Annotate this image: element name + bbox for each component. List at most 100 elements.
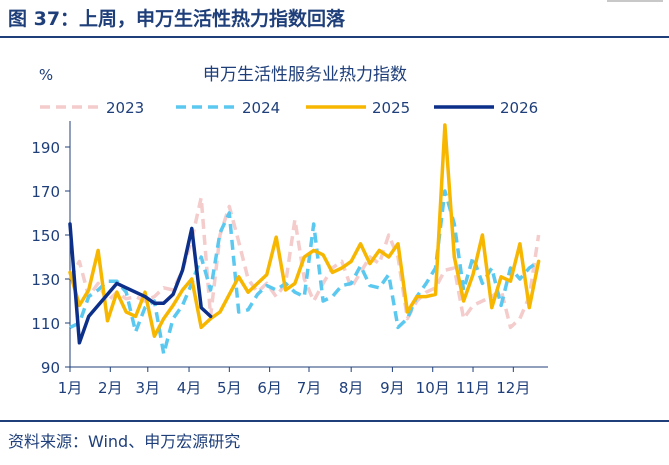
data-point-2025 [153,335,156,338]
data-point-2025 [228,293,231,296]
y-axis-unit: % [39,66,53,84]
data-point-2024 [509,267,512,270]
data-point-2023 [509,326,512,329]
data-point-2025 [518,242,521,245]
data-point-2026 [144,295,147,298]
data-point-2023 [518,317,521,320]
data-point-2023 [425,291,428,294]
data-point-2023 [125,297,128,300]
figure-title: 图 37：上周，申万生活性热力指数回落 [8,8,346,30]
data-point-2025 [69,271,72,274]
y-tick-label: 150 [31,227,60,245]
data-point-2023 [294,218,297,221]
legend-label-2023: 2023 [106,99,144,117]
data-point-2025 [378,249,381,252]
data-point-2025 [415,295,418,298]
data-point-2026 [153,302,156,305]
data-point-2023 [481,300,484,303]
data-point-2025 [162,317,165,320]
data-point-2023 [228,205,231,208]
data-point-2024 [303,295,306,298]
data-point-2024 [350,282,353,285]
series-line-2023 [68,195,541,330]
data-point-2024 [294,291,297,294]
x-tick-label: 4月 [177,379,202,397]
data-point-2023 [312,300,315,303]
data-point-2024 [275,289,278,292]
data-point-2025 [265,273,268,276]
data-point-2026 [125,286,128,289]
data-point-2024 [134,330,137,333]
header-corner-rule [607,0,663,2]
data-point-2024 [518,278,521,281]
legend-label-2026: 2026 [500,99,538,117]
data-point-2024 [87,295,90,298]
data-point-2024 [472,256,475,259]
data-point-2026 [190,227,193,230]
y-tick-label: 190 [31,139,60,157]
data-point-2024 [444,190,447,193]
x-tick-label: 6月 [257,379,282,397]
chart-title: 申万生活性服务业热力指数 [203,65,407,85]
data-point-2025 [115,291,118,294]
data-point-2025 [256,282,259,285]
data-point-2024 [247,308,250,311]
series-2026 [68,222,213,345]
x-tick-label: 3月 [136,379,161,397]
data-point-2025 [340,267,343,270]
y-tick-label: 130 [31,271,60,289]
data-point-2025 [106,319,109,322]
data-point-2024 [397,326,400,329]
data-point-2024 [172,317,175,320]
data-point-2025 [359,242,362,245]
series-2023 [68,195,541,330]
data-point-2024 [322,300,325,303]
data-point-2024 [528,267,531,270]
data-point-2023 [387,234,390,237]
series-layer [68,123,541,356]
x-tick-label: 10月 [416,379,450,397]
data-point-2026 [172,293,175,296]
data-point-2024 [359,264,362,267]
data-point-2026 [97,304,100,307]
data-point-2025 [144,291,147,294]
series-line-2026 [68,222,213,345]
data-point-2025 [190,278,193,281]
data-point-2025 [181,289,184,292]
data-point-2024 [144,306,147,309]
data-point-2026 [181,269,184,272]
data-point-2025 [294,282,297,285]
x-tick-label: 12月 [496,379,530,397]
data-point-2025 [97,249,100,252]
data-point-2024 [500,304,503,307]
x-tick-label: 1月 [58,379,83,397]
data-point-2024 [97,289,100,292]
y-tick-label: 90 [41,359,60,377]
x-tick-label: 8月 [339,379,364,397]
data-point-2025 [462,300,465,303]
data-point-2024 [387,273,390,276]
data-point-2025 [444,124,447,127]
series-line-2024 [69,189,540,356]
data-point-2025 [322,253,325,256]
data-point-2025 [500,275,503,278]
data-point-2025 [434,293,437,296]
data-point-2026 [200,306,203,309]
data-point-2025 [369,262,372,265]
data-point-2023 [134,295,137,298]
x-tick-label: 11月 [456,379,490,397]
data-point-2023 [275,295,278,298]
x-tick-label: 2月 [98,379,123,397]
data-point-2025 [406,311,409,314]
data-point-2023 [462,317,465,320]
data-point-2024 [106,280,109,283]
data-point-2026 [209,315,212,318]
data-point-2023 [472,304,475,307]
data-point-2026 [162,302,165,305]
data-point-2024 [181,304,184,307]
data-point-2024 [69,326,72,329]
x-tick-label: 7月 [297,379,322,397]
data-point-2026 [134,291,137,294]
legend-label-2025: 2025 [372,99,410,117]
line-chart: 申万生活性服务业热力指数 % 2023 2024 2025 2026 90 110 130… [31,65,548,397]
